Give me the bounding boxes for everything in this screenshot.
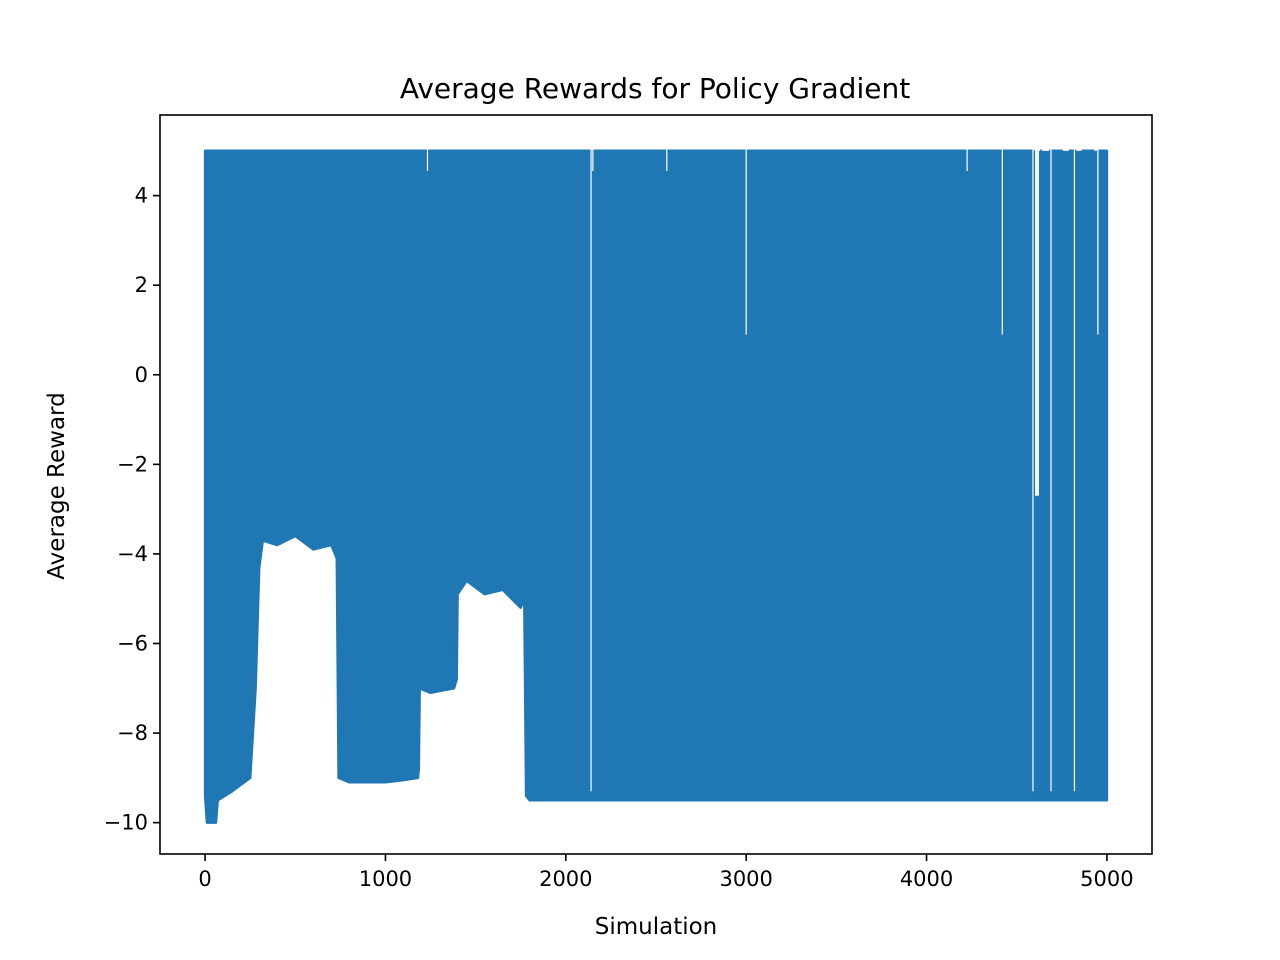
y-axis: −10 −8 −6 −4 −2 0 2 4 bbox=[104, 184, 160, 835]
x-axis-label: Simulation bbox=[595, 914, 718, 940]
series-gap bbox=[1062, 148, 1070, 151]
x-tick-label: 0 bbox=[198, 867, 211, 891]
series-gap bbox=[1076, 148, 1082, 151]
y-tick-label: 2 bbox=[135, 273, 148, 297]
x-tick-label: 4000 bbox=[900, 867, 953, 891]
x-tick-label: 5000 bbox=[1080, 867, 1133, 891]
y-tick-label: −2 bbox=[117, 452, 148, 476]
plot-frame bbox=[159, 114, 1153, 855]
y-tick-label: 4 bbox=[135, 184, 148, 208]
plot-area bbox=[203, 148, 1109, 824]
y-tick-label: −8 bbox=[117, 721, 148, 745]
x-tick-label: 3000 bbox=[719, 867, 772, 891]
series-gap bbox=[1041, 148, 1050, 151]
y-tick-label: −10 bbox=[104, 811, 148, 835]
chart-title: Average Rewards for Policy Gradient bbox=[400, 72, 910, 105]
y-tick-label: −4 bbox=[117, 542, 148, 566]
y-tick-label: 0 bbox=[135, 363, 148, 387]
y-axis-label: Average Reward bbox=[44, 392, 70, 579]
x-tick-label: 1000 bbox=[359, 867, 412, 891]
x-axis: 0 1000 2000 3000 4000 5000 bbox=[198, 854, 1134, 891]
series-gap bbox=[1034, 148, 1041, 496]
y-tick-label: −6 bbox=[117, 631, 148, 655]
series-band bbox=[203, 149, 1109, 824]
series-gap bbox=[1094, 148, 1097, 151]
x-tick-label: 2000 bbox=[539, 867, 592, 891]
